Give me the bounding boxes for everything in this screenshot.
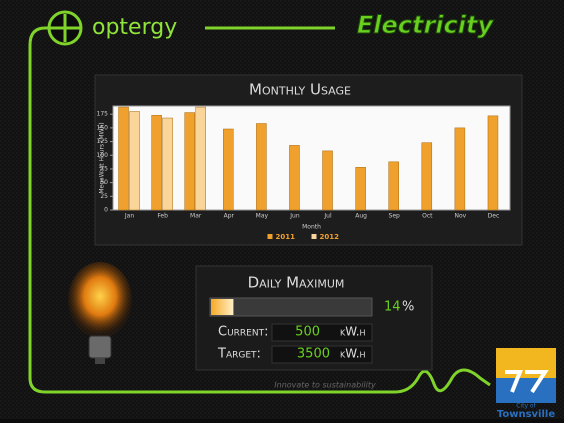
- target-label: Target:: [217, 347, 261, 362]
- percent-unit: %: [402, 300, 414, 315]
- bar: [256, 124, 266, 210]
- y-axis-label: MegaWatt Hours (MWh): [99, 122, 106, 193]
- bulb-tip: [95, 358, 105, 364]
- bar: [119, 107, 129, 210]
- x-tick-label: Jan: [124, 213, 134, 220]
- progress-track: [210, 298, 372, 316]
- x-tick-label: Nov: [455, 213, 467, 220]
- legend-swatch: [312, 234, 317, 239]
- current-value: 500: [295, 325, 320, 340]
- bar: [356, 167, 366, 210]
- progress-fill: [211, 299, 233, 315]
- x-tick-label: May: [256, 213, 269, 220]
- legend-swatch: [268, 234, 273, 239]
- bar: [152, 115, 162, 210]
- x-tick-label: Sep: [389, 213, 401, 220]
- brand: optergy: [92, 15, 177, 40]
- dashboard: optergy Electricity Monthly Usage 025507…: [0, 0, 564, 419]
- current-label: Current:: [218, 325, 268, 340]
- target-value: 3500: [297, 347, 330, 362]
- page-title: Electricity: [357, 11, 495, 39]
- tagline: Innovate to sustainability: [274, 381, 376, 390]
- x-tick-label: Feb: [157, 213, 168, 220]
- x-tick-label: Mar: [190, 213, 202, 220]
- bar: [455, 128, 465, 210]
- logo-name: Townsville: [497, 409, 555, 419]
- bar: [223, 129, 233, 210]
- bar: [289, 145, 299, 210]
- bar: [163, 118, 173, 210]
- daily-values: [211, 299, 233, 315]
- x-tick-label: Apr: [224, 213, 235, 220]
- y-tick-label: 0: [104, 207, 108, 214]
- bar: [185, 113, 195, 210]
- bar: [488, 116, 498, 210]
- x-tick-label: Aug: [355, 213, 367, 220]
- chart-title: Monthly Usage: [249, 81, 351, 99]
- daily-title: Daily Maximum: [248, 274, 345, 292]
- percent-value: 14: [384, 300, 401, 315]
- bar: [323, 151, 333, 210]
- target-unit: kW.h: [340, 347, 366, 361]
- bulb-base: [89, 336, 111, 358]
- bar: [389, 162, 399, 210]
- bar: [422, 143, 432, 210]
- legend-label: 2011: [276, 233, 296, 241]
- bar: [130, 111, 140, 210]
- bar: [196, 107, 206, 210]
- current-unit: kW.h: [340, 325, 366, 339]
- x-axis-label: Month: [302, 224, 321, 231]
- x-tick-label: Jul: [323, 213, 332, 220]
- x-tick-label: Dec: [488, 213, 500, 220]
- y-tick-label: 175: [97, 111, 109, 118]
- legend-label: 2012: [320, 233, 340, 241]
- x-tick-label: Jun: [289, 213, 300, 220]
- city-logo-water: [496, 378, 556, 403]
- bulb: [68, 262, 132, 338]
- x-tick-label: Oct: [422, 213, 433, 220]
